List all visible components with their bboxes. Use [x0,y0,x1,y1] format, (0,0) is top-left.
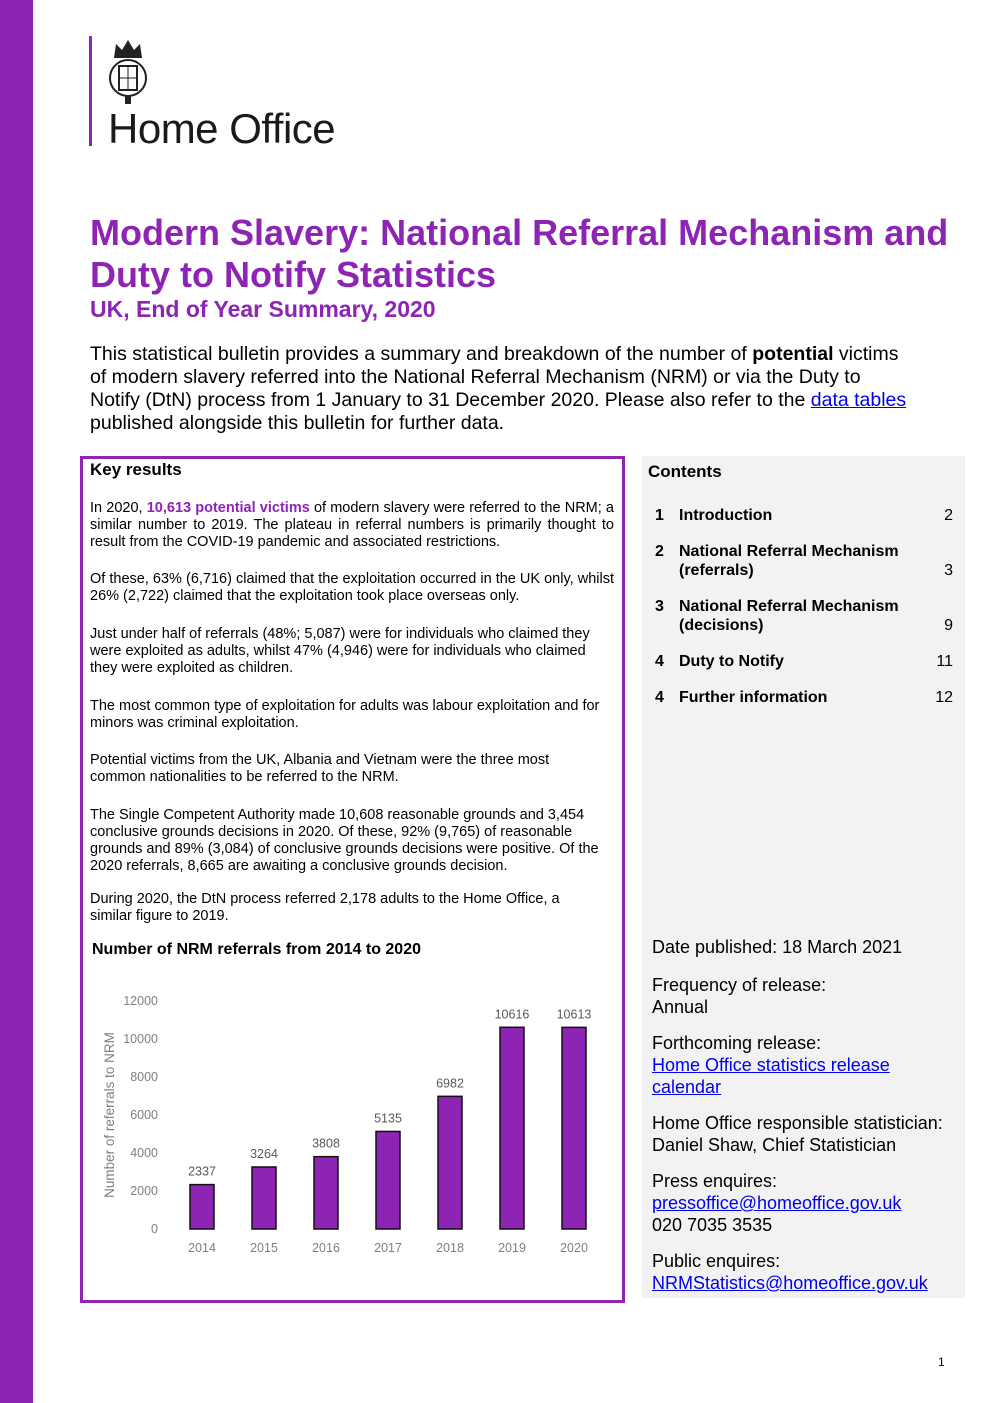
key-result-2: Of these, 63% (6,716) claimed that the e… [90,571,614,604]
bar-2016 [313,1155,339,1230]
contents-item-page: 11 [936,653,953,670]
bar-2015 [251,1166,277,1230]
intro-paragraph: This statistical bulletin provides a sum… [90,343,910,435]
contents-item-page: 12 [935,689,953,706]
contents-item-label: National Referral Mechanism (referrals) [679,543,899,579]
bar-2020 [561,1026,587,1230]
y-tick-label: 12000 [123,994,158,1008]
key-result-6: The Single Competent Authority made 10,6… [90,807,599,874]
value: Daniel Shaw, Chief Statistician [652,1135,897,1155]
press-enquiries: Press enquires: pressoffice@homeoffice.go… [652,1170,962,1236]
bar-2017 [375,1130,401,1230]
y-tick-label: 2000 [130,1184,158,1198]
contents-item-number: 4 [655,653,664,670]
contents-item-number: 4 [655,689,664,706]
contents-item-page: 2 [944,507,953,524]
text: of modern slavery were referred to the N… [90,500,614,550]
contents-title: Contents [648,462,722,481]
public-enquiries: Public enquires: NRMStatistics@homeoffice… [652,1250,962,1294]
y-tick-label: 6000 [130,1108,158,1122]
contents-item[interactable]: 2 National Referral Mechanism (referrals)… [655,542,953,580]
bar-2018 [437,1095,463,1230]
x-tick-label: 2019 [498,1241,526,1255]
label: Forthcoming release: [652,1033,822,1053]
key-results-title: Key results [90,460,182,479]
intro-text: victims of modern slavery referred into … [90,343,899,411]
data-label: 10616 [495,1007,530,1021]
key-result-7: During 2020, the DtN process referred 2,… [90,891,560,924]
bar-2014 [189,1183,215,1230]
data-label: 3264 [250,1147,278,1161]
contents-item[interactable]: 3 National Referral Mechanism (decisions)… [655,597,953,635]
contents-panel [642,456,965,1298]
page-title: Modern Slavery: National Referral Mechan… [90,212,949,295]
home-office-logo-text: Home Office [108,105,336,152]
public-email-link[interactable]: NRMStatistics@homeoffice.gov.uk [652,1273,928,1293]
label: Press enquires: [652,1171,778,1191]
key-result-3: Just under half of referrals (48%; 5,087… [90,626,590,676]
contents-item[interactable]: 1 Introduction 2 [655,506,953,525]
y-tick-label: 8000 [130,1070,158,1084]
key-result-5: Potential victims from the UK, Albania a… [90,752,550,785]
date-published: Date published: 18 March 2021 [652,937,903,957]
contents-item-label: Introduction [679,507,773,524]
data-label: 6982 [436,1076,464,1090]
key-results-box [80,456,625,1303]
statistician: Home Office responsible statistician: Dan… [652,1112,962,1156]
contents-item-label: Duty to Notify [679,653,784,670]
logo-accent-bar [89,36,92,146]
contents-item[interactable]: 4 Further information 12 [655,688,953,707]
data-label: 5135 [374,1111,402,1125]
text: In 2020, [90,500,147,516]
chart-title: Number of NRM referrals from 2014 to 202… [92,941,421,958]
y-axis-label: Number of referrals to NRM [102,1032,117,1198]
x-tick-label: 2017 [374,1241,402,1255]
x-tick-label: 2014 [188,1241,216,1255]
x-tick-label: 2020 [560,1241,588,1255]
x-tick-label: 2016 [312,1241,340,1255]
value: Annual [652,997,709,1017]
intro-text: This statistical bulletin provides a sum… [90,343,753,365]
page-subtitle: UK, End of Year Summary, 2020 [90,296,436,322]
royal-crest-icon [109,40,147,104]
data-label: 3808 [312,1137,340,1151]
press-email-link[interactable]: pressoffice@homeoffice.gov.uk [652,1193,902,1213]
bar-2019 [499,1026,525,1230]
frequency: Frequency of release: Annual [652,974,962,1018]
release-calendar-link[interactable]: Home Office statistics release calendar [652,1055,890,1097]
contents-item[interactable]: 4 Duty to Notify 11 [655,652,953,671]
contents-item-label: Further information [679,689,828,706]
y-tick-label: 4000 [130,1146,158,1160]
contents-item-page: 3 [944,562,953,579]
label: Public enquires: [652,1251,781,1271]
label: Frequency of release: [652,975,827,995]
data-tables-link[interactable]: data tables [810,389,907,411]
contents-item-label: National Referral Mechanism (decisions) [679,598,899,634]
highlight: 10,613 potential victims [146,500,310,516]
key-result-1: In 2020, 10,613 potential victims of mod… [90,500,614,551]
data-label: 10613 [557,1007,592,1021]
intro-text: published alongside this bulletin for fu… [90,412,505,434]
y-tick-label: 0 [151,1222,158,1236]
press-phone: 020 7035 3535 [652,1215,773,1235]
nrm-referrals-bar-chart: 0 2000 4000 6000 8000 10000 12000 Number of ref… [102,994,592,1255]
page-number: 1 [938,1355,945,1369]
contents-item-page: 9 [944,617,953,634]
contents-item-number: 2 [655,543,664,560]
forthcoming: Forthcoming release: Home Office statisti… [652,1032,902,1098]
y-tick-label: 10000 [123,1032,158,1046]
intro-bold: potential [752,343,834,365]
x-tick-label: 2015 [250,1241,278,1255]
key-result-4: The most common type of exploitation for… [90,698,600,731]
label: Home Office responsible statistician: [652,1113,943,1133]
purple-sidebar [0,0,33,1403]
contents-item-number: 1 [655,507,664,524]
contents-item-number: 3 [655,598,664,615]
data-label: 2337 [188,1165,216,1179]
x-tick-label: 2018 [436,1241,464,1255]
